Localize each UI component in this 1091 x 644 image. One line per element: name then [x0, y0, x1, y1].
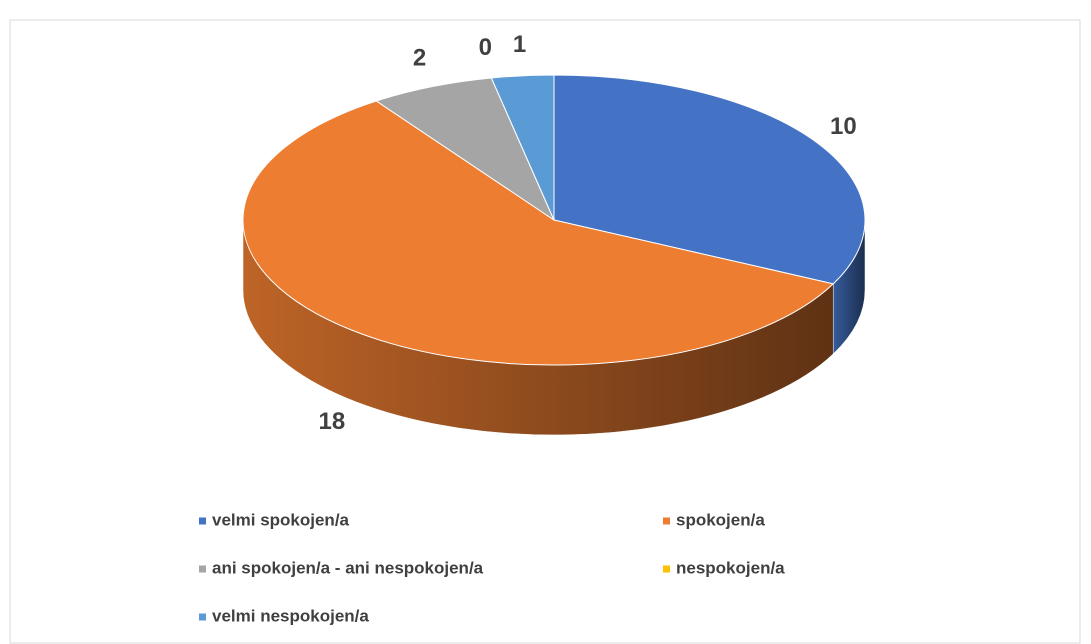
legend-label: velmi nespokojen/a [212, 606, 369, 625]
data-label: 1 [513, 31, 526, 58]
slice [553, 74, 866, 285]
data-label: 10 [830, 113, 857, 140]
legend-label: ani spokojen/a - ani nespokojen/a [212, 558, 484, 577]
data-label: 2 [413, 45, 426, 72]
slice [375, 77, 556, 222]
legend-label: spokojen/a [676, 510, 765, 529]
legend-marker [199, 613, 206, 621]
legend-marker [199, 565, 206, 573]
legend-label: nespokojen/a [676, 558, 785, 577]
legend-label: velmi spokojen/a [212, 510, 350, 529]
data-label: 18 [319, 408, 346, 435]
data-label: 0 [479, 34, 492, 61]
legend-marker [663, 565, 670, 573]
legend-marker [199, 517, 206, 525]
slice [490, 74, 555, 221]
legend-marker [663, 517, 670, 525]
slice [242, 100, 835, 366]
